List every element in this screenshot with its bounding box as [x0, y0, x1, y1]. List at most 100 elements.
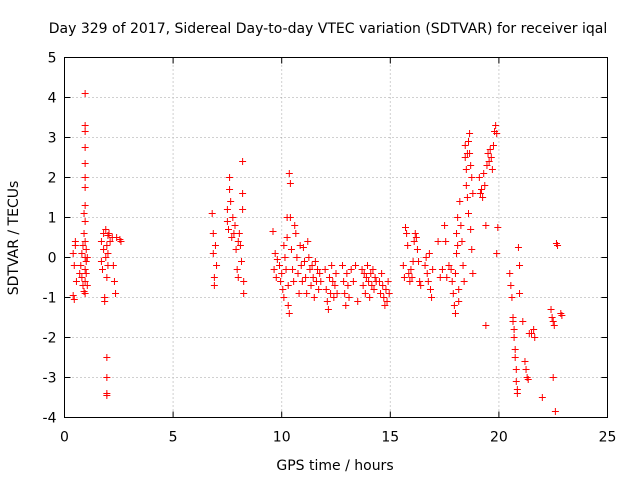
y-tick-label: -3 — [43, 371, 57, 387]
data-point — [482, 322, 490, 329]
data-point — [493, 250, 501, 257]
data-point — [425, 250, 433, 257]
data-point — [485, 158, 493, 165]
data-point — [81, 278, 89, 285]
data-point — [510, 334, 518, 341]
y-tick-label: 2 — [48, 171, 57, 187]
data-point — [345, 294, 353, 301]
data-point — [341, 290, 349, 297]
data-point — [103, 374, 111, 381]
data-point — [511, 354, 519, 361]
x-axis-label: GPS time / hours — [276, 458, 393, 474]
data-point — [461, 142, 469, 149]
data-point — [530, 326, 538, 333]
x-tick-label: 20 — [490, 430, 508, 446]
data-point — [411, 230, 419, 237]
data-point — [455, 286, 463, 293]
data-point — [210, 282, 218, 289]
data-point — [467, 162, 475, 169]
y-tick-label: 3 — [48, 131, 57, 147]
data-point — [77, 262, 85, 269]
data-point — [478, 186, 486, 193]
data-point — [103, 392, 111, 399]
data-point — [239, 158, 247, 165]
data-point — [325, 274, 333, 281]
data-point — [97, 258, 105, 265]
data-point — [367, 270, 375, 277]
data-point — [69, 292, 77, 299]
data-point — [512, 366, 520, 373]
data-point — [343, 270, 351, 277]
data-point — [284, 282, 292, 289]
data-point — [282, 266, 290, 273]
data-point — [476, 190, 484, 197]
y-tick-label: -2 — [43, 331, 57, 347]
data-point — [406, 278, 414, 285]
data-point — [464, 138, 472, 145]
data-point — [384, 278, 392, 285]
data-point — [516, 262, 524, 269]
data-point — [78, 274, 86, 281]
data-point — [81, 90, 89, 97]
data-point — [434, 238, 442, 245]
data-point — [462, 166, 470, 173]
data-point — [104, 250, 112, 257]
data-point — [223, 218, 231, 225]
data-point — [371, 274, 379, 281]
data-point — [365, 278, 373, 285]
data-point — [361, 290, 369, 297]
data-point — [342, 302, 350, 309]
data-point — [81, 202, 89, 209]
data-point — [232, 246, 240, 253]
plot-frame — [64, 57, 608, 418]
y-tick-label: -1 — [43, 291, 57, 307]
data-point — [408, 274, 416, 281]
data-point — [436, 274, 444, 281]
data-point — [451, 270, 459, 277]
data-point — [305, 254, 313, 261]
data-point — [297, 262, 305, 269]
y-axis-label: SDTVAR / TECUs — [6, 181, 22, 296]
data-point — [549, 318, 557, 325]
data-point — [423, 270, 431, 277]
data-point — [484, 150, 492, 157]
data-point — [506, 270, 514, 277]
data-point — [488, 166, 496, 173]
data-point — [272, 274, 280, 281]
data-point — [347, 266, 355, 273]
data-point — [378, 270, 386, 277]
data-point — [403, 230, 411, 237]
data-point — [399, 262, 407, 269]
data-point — [273, 256, 281, 263]
data-point — [554, 242, 562, 249]
data-point — [349, 278, 357, 285]
data-point — [428, 294, 436, 301]
data-point — [285, 310, 293, 317]
data-point — [454, 242, 462, 249]
data-point — [383, 298, 391, 305]
data-point — [229, 214, 237, 221]
data-point — [81, 174, 89, 181]
data-point — [438, 266, 446, 273]
data-point — [321, 266, 329, 273]
data-point — [303, 290, 311, 297]
data-point — [405, 270, 413, 277]
data-point — [280, 294, 288, 301]
data-point — [358, 266, 366, 273]
data-point — [407, 266, 415, 273]
data-point — [328, 262, 336, 269]
data-point — [224, 226, 232, 233]
data-point — [519, 318, 527, 325]
data-point — [449, 290, 457, 297]
data-point — [400, 274, 408, 281]
data-point — [292, 230, 300, 237]
data-point — [514, 244, 522, 251]
data-point — [80, 210, 88, 217]
data-point — [289, 266, 297, 273]
data-point — [97, 238, 105, 245]
data-point — [235, 230, 243, 237]
data-point — [424, 278, 432, 285]
data-point — [369, 266, 377, 273]
data-point — [240, 290, 248, 297]
